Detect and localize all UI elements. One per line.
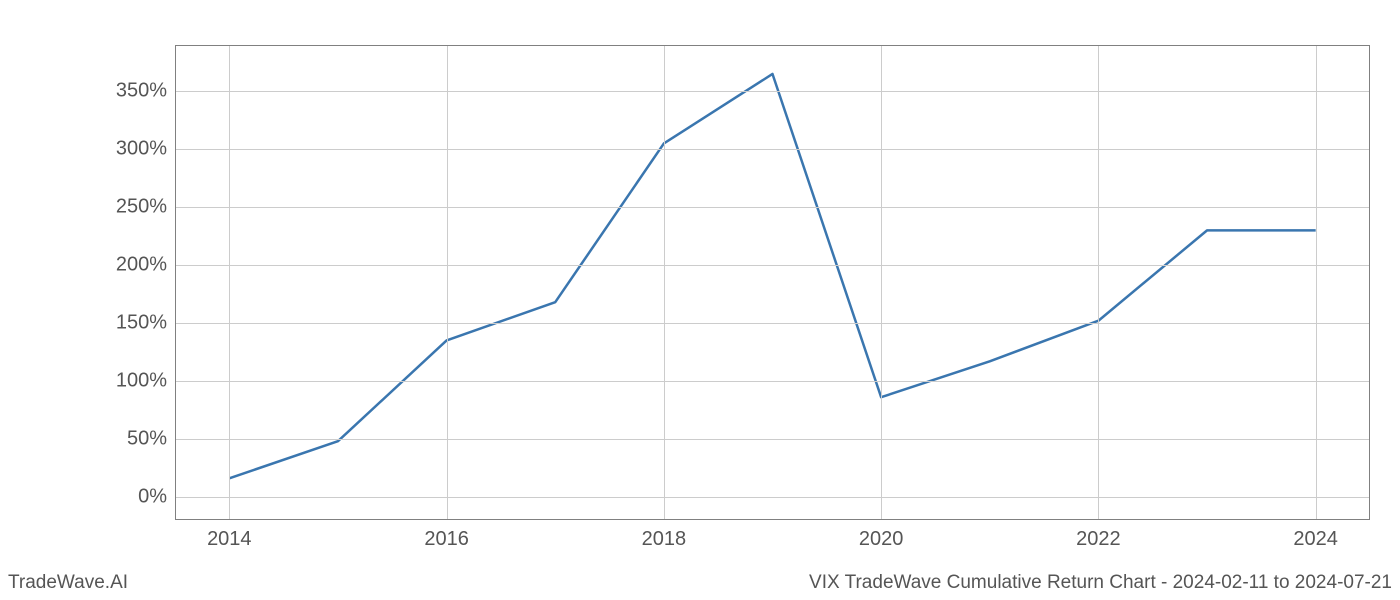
- x-tick-label: 2016: [424, 528, 469, 551]
- y-tick-label: 200%: [116, 254, 167, 277]
- axis-spine: [175, 45, 176, 520]
- y-tick-label: 300%: [116, 138, 167, 161]
- grid-line-horizontal: [175, 381, 1370, 382]
- grid-line-vertical: [664, 45, 665, 520]
- line-series-cumulative-return: [229, 74, 1315, 478]
- grid-line-vertical: [881, 45, 882, 520]
- chart-container: 2014 2016 2018 2020 2022 2024 0% 50% 100% 150% 200…: [0, 0, 1400, 600]
- footer-left-text: TradeWave.AI: [8, 572, 128, 594]
- grid-line-horizontal: [175, 323, 1370, 324]
- axis-spine: [175, 519, 1370, 520]
- y-tick-label: 100%: [116, 369, 167, 392]
- grid-line-horizontal: [175, 497, 1370, 498]
- grid-line-horizontal: [175, 207, 1370, 208]
- x-tick-label: 2024: [1293, 528, 1338, 551]
- grid-line-horizontal: [175, 439, 1370, 440]
- grid-line-horizontal: [175, 265, 1370, 266]
- x-tick-label: 2018: [642, 528, 687, 551]
- grid-line-vertical: [447, 45, 448, 520]
- grid-line-horizontal: [175, 149, 1370, 150]
- plot-area: 2014201620182020202220240%50%100%150%200…: [175, 45, 1370, 520]
- footer-right-text: VIX TradeWave Cumulative Return Chart - …: [809, 572, 1392, 594]
- grid-line-vertical: [229, 45, 230, 520]
- x-tick-label: 2022: [1076, 528, 1121, 551]
- chart-svg: [175, 45, 1370, 520]
- x-tick-label: 2014: [207, 528, 252, 551]
- y-tick-label: 250%: [116, 196, 167, 219]
- x-tick-label: 2020: [859, 528, 904, 551]
- grid-line-horizontal: [175, 91, 1370, 92]
- y-tick-label: 0%: [138, 485, 167, 508]
- y-tick-label: 50%: [127, 427, 167, 450]
- axis-spine: [1369, 45, 1370, 520]
- grid-line-vertical: [1316, 45, 1317, 520]
- y-tick-label: 150%: [116, 312, 167, 335]
- y-tick-label: 350%: [116, 80, 167, 103]
- grid-line-vertical: [1098, 45, 1099, 520]
- axis-spine: [175, 45, 1370, 46]
